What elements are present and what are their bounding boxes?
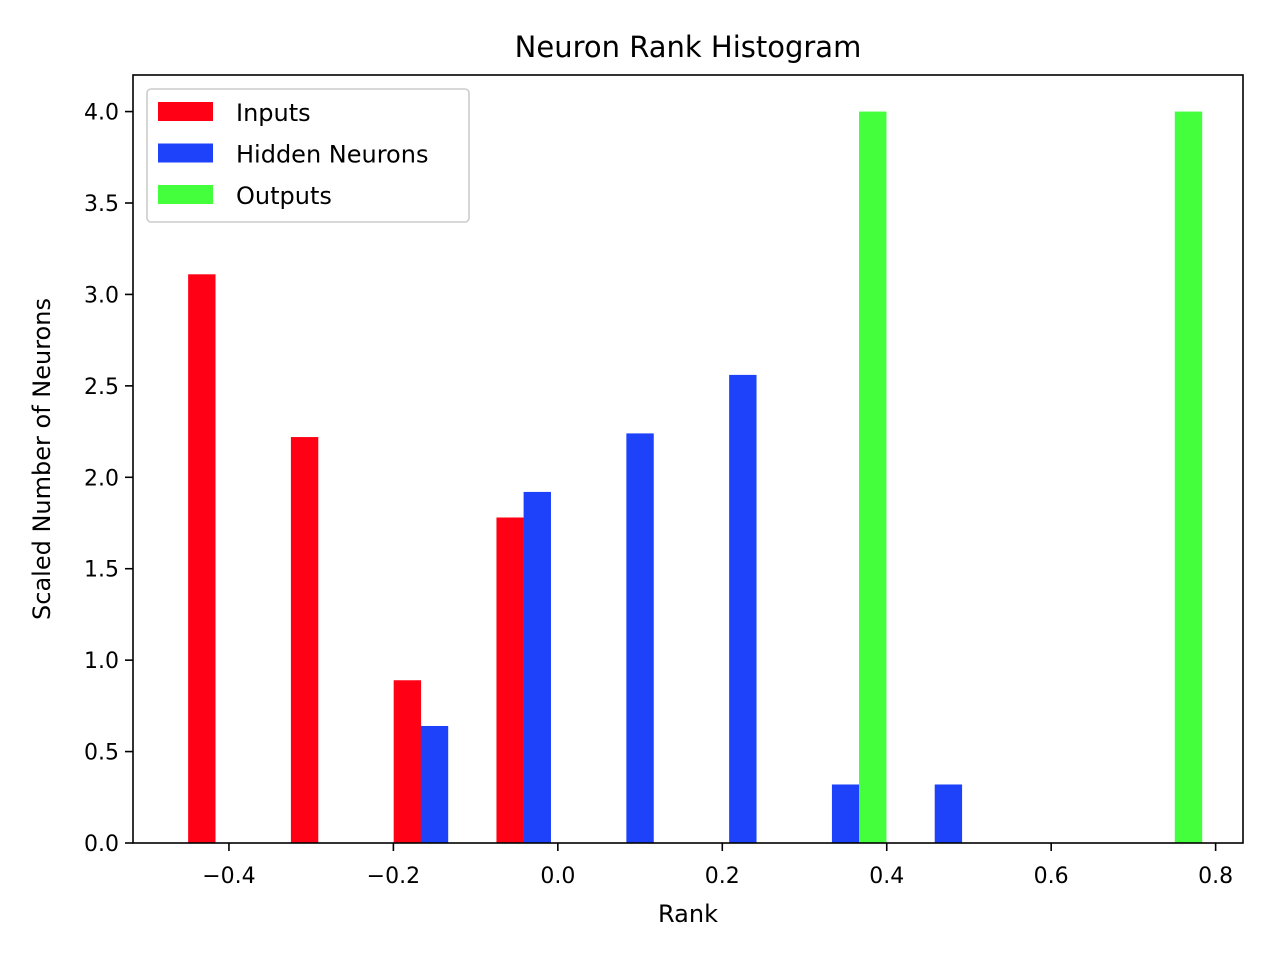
y-tick-label: 3.5: [84, 192, 119, 217]
legend-frame: [146, 88, 470, 223]
x-tick-label: 0.4: [869, 864, 904, 889]
x-tick-label: 0.0: [540, 864, 575, 889]
bar-outputs-1: [1174, 111, 1203, 843]
bar-hidden-neurons-5: [934, 784, 963, 843]
y-tick-label: 4.0: [84, 101, 119, 126]
legend-swatch: [158, 102, 213, 121]
y-tick-label: 2.0: [84, 466, 119, 491]
x-axis: −0.4 −0.2 0.0 0.2 0.4 0.6 0.8: [202, 843, 1233, 889]
x-tick-label: 0.8: [1198, 864, 1233, 889]
legend-label: Outputs: [236, 182, 332, 210]
bar-hidden-neurons-1: [523, 491, 551, 843]
legend-swatch: [158, 143, 213, 163]
bar-hidden-neurons-4: [831, 784, 860, 843]
x-tick-label: 0.2: [705, 864, 740, 889]
y-tick-label: 3.0: [84, 283, 119, 308]
bar-inputs-1: [290, 437, 319, 843]
bars-group: [188, 111, 1203, 843]
x-tick-label: 0.6: [1034, 864, 1069, 889]
bar-outputs-0: [859, 111, 887, 843]
legend-swatch: [158, 185, 213, 204]
bar-hidden-neurons-2: [626, 433, 654, 843]
x-tick-label: −0.4: [202, 864, 255, 889]
legend-label: Hidden Neurons: [236, 141, 428, 169]
x-tick-label: −0.2: [367, 864, 420, 889]
y-tick-label: 0.5: [84, 741, 119, 766]
bar-hidden-neurons-0: [420, 725, 449, 843]
legend-label: Inputs: [236, 99, 311, 127]
axes-frame: [132, 74, 1244, 844]
y-tick-label: 2.5: [84, 375, 119, 400]
y-tick-label: 1.0: [84, 649, 119, 674]
bar-inputs-0: [188, 274, 216, 843]
y-axis-label: Scaled Number of Neurons: [28, 298, 56, 620]
x-axis-label: Rank: [658, 900, 718, 928]
legend: Inputs Hidden Neurons Outputs: [146, 88, 470, 223]
chart-title: Neuron Rank Histogram: [515, 30, 862, 64]
bar-hidden-neurons-3: [729, 374, 757, 843]
y-tick-label: 1.5: [84, 558, 119, 583]
y-axis: 0.0 0.5 1.0 1.5 2.0 2.5 3.0 3.5 4.0: [84, 101, 133, 857]
bar-inputs-2: [393, 680, 422, 843]
y-tick-label: 0.0: [84, 832, 119, 857]
bar-inputs-3: [496, 517, 524, 843]
